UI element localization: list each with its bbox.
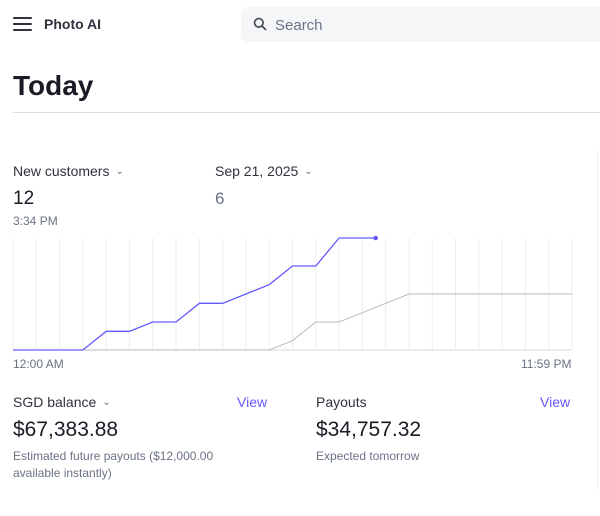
customers-chart	[12, 235, 573, 351]
metric-time: 3:34 PM	[13, 214, 58, 228]
hamburger-icon-line	[13, 29, 32, 31]
comparison-value: 6	[215, 189, 225, 208]
balance-currency-selector[interactable]: SGD balance ⌄	[13, 394, 111, 410]
menu-button[interactable]	[13, 16, 32, 32]
balance-label: SGD balance	[13, 394, 97, 410]
metric-selector[interactable]: New customers ⌄	[13, 163, 124, 179]
balance-note: Estimated future payouts ($12,000.00 ava…	[13, 449, 214, 480]
payouts-amount: $34,757.32	[316, 418, 422, 441]
divider	[597, 150, 598, 490]
series-line-today	[13, 237, 376, 351]
app-title: Photo AI	[44, 16, 102, 32]
series-end-point	[373, 235, 378, 241]
chevron-down-icon: ⌄	[102, 397, 111, 408]
payouts-note: Expected tomorrow	[316, 449, 420, 463]
payouts-view-link[interactable]: View	[540, 394, 571, 410]
metric-selector-label: New customers	[13, 163, 110, 179]
balance-amount: $67,383.88	[13, 418, 119, 441]
chevron-down-icon: ⌄	[115, 166, 124, 177]
comparison-date-selector[interactable]: Sep 21, 2025 ⌄	[215, 163, 313, 179]
payouts-label: Payouts	[316, 394, 367, 410]
comparison-date-label: Sep 21, 2025	[215, 163, 299, 179]
x-tick-label-start: 12:00 AM	[13, 357, 64, 371]
search-input[interactable]	[273, 7, 577, 44]
hamburger-icon	[13, 17, 32, 19]
divider	[13, 112, 600, 113]
chevron-down-icon: ⌄	[304, 166, 313, 177]
balance-view-link[interactable]: View	[237, 394, 268, 410]
search-icon	[253, 17, 267, 31]
series-line-comparison	[13, 293, 572, 351]
search-bar[interactable]	[241, 7, 600, 44]
metric-value: 12	[13, 188, 35, 209]
page-title: Today	[13, 70, 94, 101]
hamburger-icon-line	[13, 23, 32, 25]
x-tick-label-end: 11:59 PM	[521, 357, 572, 371]
